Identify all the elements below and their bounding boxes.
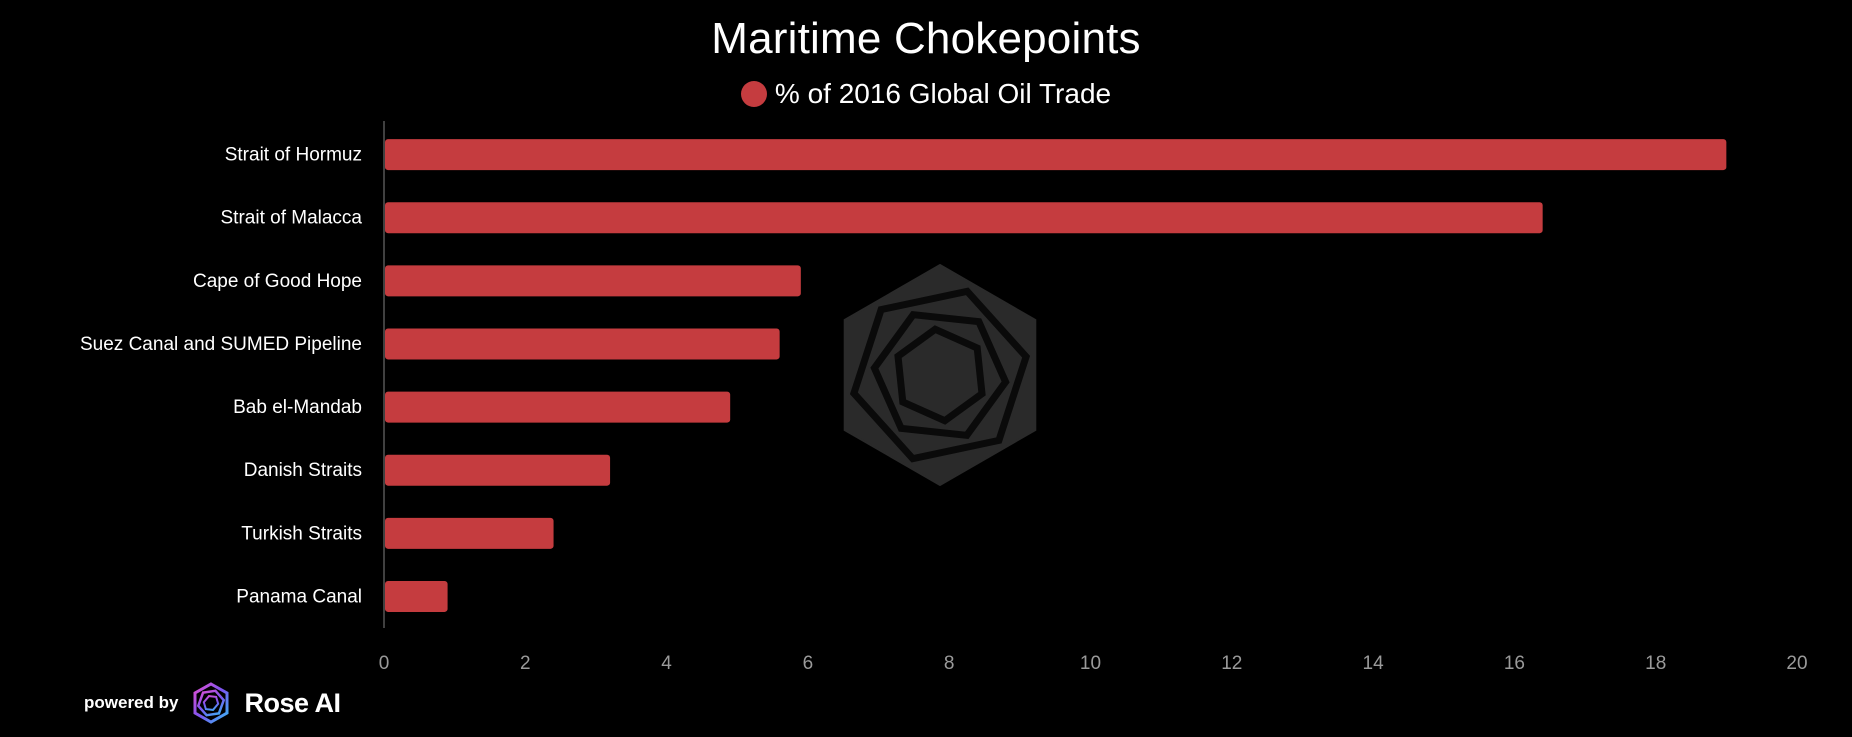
- watermark-ring: [843, 263, 1037, 487]
- x-tick-label: 0: [379, 653, 390, 674]
- bar: [385, 391, 731, 423]
- watermark-logo-icon: [843, 263, 1037, 487]
- x-tick-label: 12: [1221, 653, 1242, 674]
- bar: [385, 454, 611, 486]
- x-tick-label: 18: [1645, 653, 1666, 674]
- bar: [385, 328, 780, 360]
- category-label: Bab el-Mandab: [233, 397, 362, 418]
- x-tick-label: 6: [803, 653, 814, 674]
- legend-swatch: [740, 81, 767, 107]
- category-label: Panama Canal: [236, 586, 362, 607]
- bar: [385, 580, 448, 612]
- bar: [385, 139, 1727, 171]
- category-label: Cape of Good Hope: [193, 271, 362, 292]
- x-tick-label: 16: [1504, 653, 1525, 674]
- powered-by-text: powered by: [84, 693, 179, 712]
- category-label: Suez Canal and SUMED Pipeline: [80, 334, 362, 355]
- legend: % of 2016 Global Oil Trade: [0, 78, 1852, 110]
- bar: [385, 517, 554, 549]
- watermark-ring: [870, 311, 1010, 439]
- chart-title: Maritime Chokepoints: [711, 14, 1141, 63]
- category-label: Strait of Malacca: [221, 208, 363, 229]
- bar: [385, 202, 1543, 234]
- category-label: Strait of Hormuz: [225, 145, 362, 166]
- watermark-ring: [849, 287, 1031, 463]
- rose-ai-logo-icon: [193, 682, 229, 724]
- x-tick-label: 20: [1786, 653, 1807, 674]
- category-label: Danish Straits: [244, 460, 362, 481]
- legend-label: % of 2016 Global Oil Trade: [774, 78, 1112, 109]
- footer-branding: powered by Rose AI: [84, 682, 341, 724]
- category-label: Turkish Straits: [241, 523, 362, 544]
- x-tick-label: 14: [1363, 653, 1385, 674]
- x-tick-label: 2: [520, 653, 531, 674]
- x-tick-label: 10: [1080, 653, 1101, 674]
- bar: [385, 265, 801, 297]
- brand-name: Rose AI: [244, 687, 341, 718]
- watermark-ring: [894, 325, 986, 425]
- x-tick-label: 4: [661, 653, 672, 674]
- x-tick-label: 8: [944, 653, 955, 674]
